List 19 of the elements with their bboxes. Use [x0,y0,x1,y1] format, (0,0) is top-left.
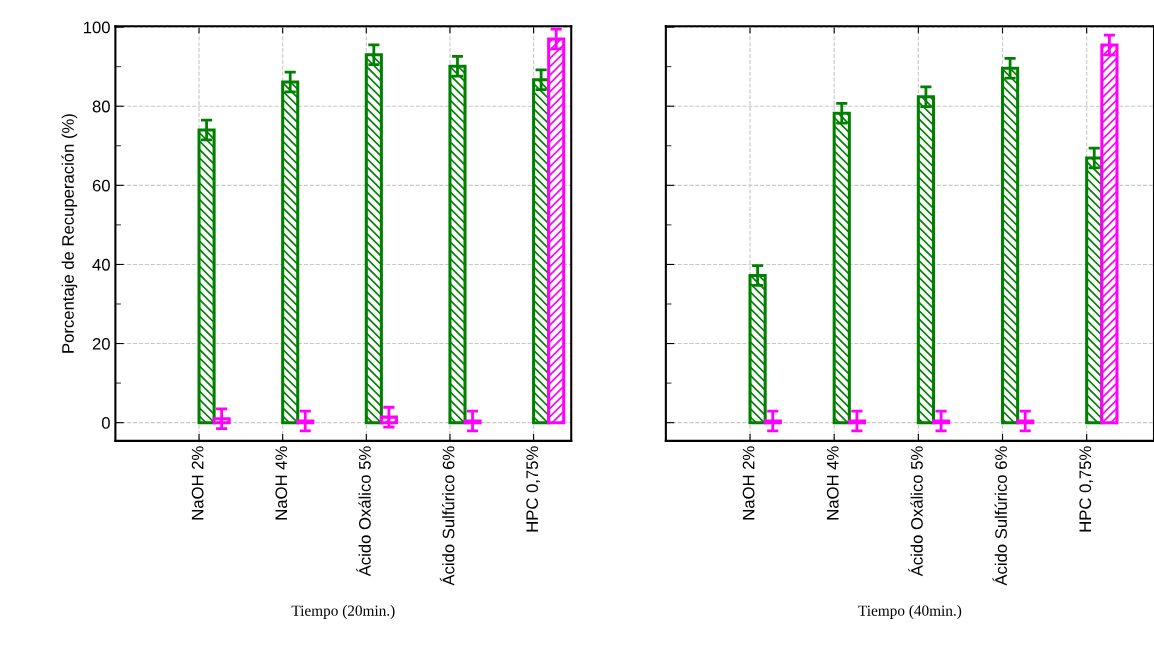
x-tick-label: NaOH 2% [191,446,204,520]
y-tick-label: 100 [84,21,110,34]
x-tick-label: Ácido Sulfúrico 6% [439,446,455,586]
y-tick-label: 20 [92,337,110,350]
x-tick-label: Ácido Sulfúrico 6% [992,446,1007,586]
x-tick-label: NaOH 4% [826,446,839,520]
x-tick-label: NaOH 4% [275,446,288,520]
x-axis-title: Tiempo (20min.) [291,605,395,619]
y-axis-title: Porcentaje de Recuperación (%) [61,114,78,353]
x-tick-label: NaOH 2% [742,446,755,520]
x-tick-label: Ácido Oxálico 5% [356,446,371,577]
y-tick-label: 80 [92,100,110,113]
x-axis-title: Tiempo (40min.) [858,605,962,619]
x-tick-label: HPC 0,75% [1079,446,1094,532]
x-tick-label: Ácido Oxálico 5% [908,446,923,577]
y-tick-label: 40 [92,258,110,271]
x-tick-label: HPC 0,75% [526,446,541,532]
y-tick-label: 60 [92,179,110,192]
y-tick-label: 0 [101,417,110,429]
